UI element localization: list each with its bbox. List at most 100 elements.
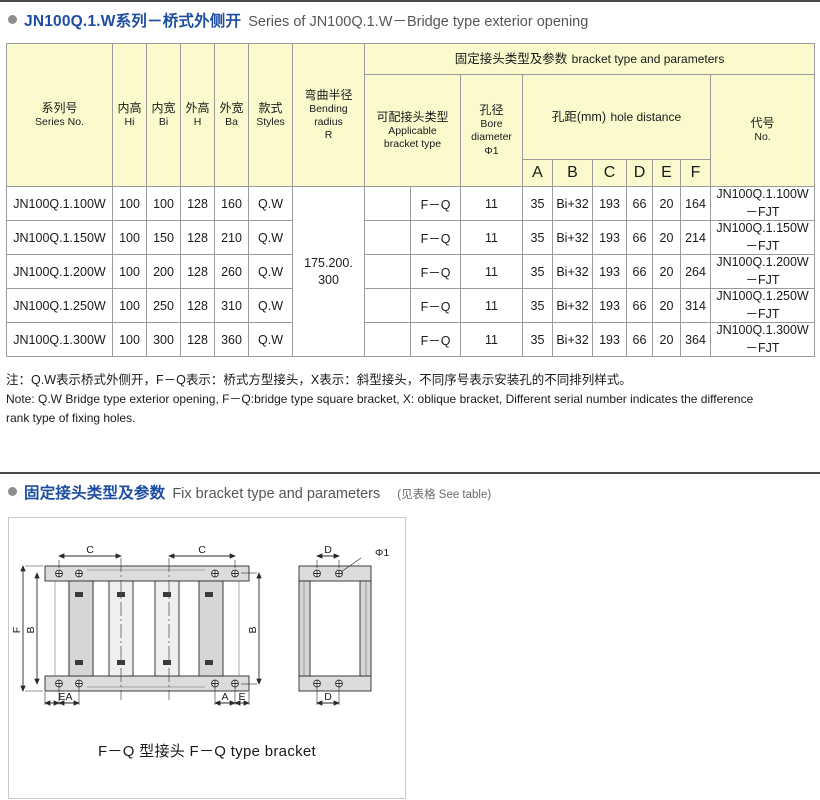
col-sub-d: D bbox=[626, 159, 653, 187]
cell-b: Bi+32 bbox=[552, 220, 593, 255]
group-header-bracket-en: bracket type and parameters bbox=[571, 52, 725, 66]
dim-label-a-left: A bbox=[65, 691, 72, 703]
col-sub-b: B bbox=[552, 159, 593, 187]
cell-a: 35 bbox=[522, 186, 553, 221]
cell-bracket: F－Q bbox=[410, 254, 461, 289]
cell-f: 364 bbox=[680, 322, 711, 357]
cell-d: 66 bbox=[626, 220, 653, 255]
col-bending-radius-en1: Bending bbox=[309, 102, 348, 115]
cell-b: Bi+32 bbox=[552, 186, 593, 221]
cell-applicable-blank bbox=[364, 288, 411, 323]
cell-ba: 210 bbox=[214, 220, 249, 255]
section-title-en: Series of JN100Q.1.W－Bridge type exterio… bbox=[248, 14, 589, 30]
col-sub-e: E bbox=[652, 159, 681, 187]
cell-bore: 11 bbox=[460, 288, 523, 323]
section-title-cn: JN100Q.1.W系列－桥式外侧开 bbox=[24, 13, 242, 30]
cell-code: JN100Q.1.200W－FJT bbox=[709, 254, 816, 289]
cell-bi: 250 bbox=[146, 288, 181, 323]
cell-styles: Q.W bbox=[248, 322, 293, 357]
col-hi-en: Hi bbox=[124, 115, 135, 128]
cell-series: JN100Q.1.100W bbox=[6, 186, 113, 221]
col-styles: 款式 Styles bbox=[248, 43, 293, 187]
cell-h: 128 bbox=[180, 220, 215, 255]
drawing-caption: F－Q 型接头 F－Q type bracket bbox=[97, 742, 317, 760]
cell-code: JN100Q.1.250W－FJT bbox=[709, 288, 816, 323]
cell-bracket: F－Q bbox=[410, 186, 461, 221]
cell-bi: 100 bbox=[146, 186, 181, 221]
col-styles-cn: 款式 bbox=[258, 100, 283, 115]
group-header-bracket: 固定接头类型及参数 bracket type and parameters bbox=[363, 43, 816, 75]
col-bending-radius: 弯曲半径 Bending radius R bbox=[292, 43, 365, 187]
col-h-cn: 外高 bbox=[185, 100, 210, 115]
col-bending-radius-en2: radius bbox=[314, 115, 343, 128]
group-header-bracket-cn: 固定接头类型及参数 bbox=[454, 52, 568, 66]
bracket-technical-drawing: C C E A A E D D Φ1 F B B bbox=[11, 544, 389, 706]
col-hole-distance-cn: 孔距(mm) bbox=[551, 110, 606, 124]
col-hole-distance-group: 孔距(mm) hole distance bbox=[522, 74, 711, 160]
dim-label-c-left: C bbox=[86, 544, 94, 556]
cell-e: 20 bbox=[652, 254, 681, 289]
table-row: JN100Q.1.300W 100 300 128 360 Q.W F－Q 11… bbox=[6, 322, 816, 357]
cell-applicable-blank bbox=[364, 220, 411, 255]
cell-f: 214 bbox=[680, 220, 711, 255]
col-bi-en: Bi bbox=[158, 115, 169, 128]
cell-bi: 150 bbox=[146, 220, 181, 255]
cell-a: 35 bbox=[522, 322, 553, 357]
note-line-cn: 注：Q.W表示桥式外侧开，F－Q表示：桥式方型接头，X表示：斜型接头，不同序号表… bbox=[6, 373, 632, 387]
table-row: JN100Q.1.200W 100 200 128 260 Q.W F－Q 11… bbox=[6, 254, 816, 289]
cell-b: Bi+32 bbox=[552, 322, 593, 357]
cell-bore: 11 bbox=[460, 220, 523, 255]
col-sub-f: F bbox=[680, 159, 711, 187]
col-series-no-en: Series No. bbox=[34, 115, 85, 128]
section2-see-table: (见表格 See table) bbox=[397, 488, 492, 501]
col-code-no: 代号 No. bbox=[709, 74, 816, 187]
section-heading-series: JN100Q.1.W系列－桥式外侧开 Series of JN100Q.1.W－… bbox=[0, 2, 820, 31]
cell-bi: 300 bbox=[146, 322, 181, 357]
col-bore-cn: 孔径 bbox=[479, 103, 504, 118]
cell-d: 66 bbox=[626, 254, 653, 289]
cell-applicable-blank bbox=[364, 186, 411, 221]
cell-ba: 310 bbox=[214, 288, 249, 323]
section2-title-cn: 固定接头类型及参数 bbox=[24, 484, 166, 502]
cell-bore: 11 bbox=[460, 254, 523, 289]
cell-bracket: F－Q bbox=[410, 322, 461, 357]
cell-d: 66 bbox=[626, 322, 653, 357]
cell-hi: 100 bbox=[112, 254, 147, 289]
dim-label-b-right: B bbox=[247, 626, 259, 633]
col-hi: 内高 Hi bbox=[112, 43, 147, 187]
cell-bending-radius-l2: 300 bbox=[318, 272, 339, 287]
col-hi-cn: 内高 bbox=[117, 100, 142, 115]
cell-code: JN100Q.1.300W－FJT bbox=[709, 322, 816, 357]
table-subcolumn-row: A B C D E F bbox=[7, 159, 815, 187]
cell-h: 128 bbox=[180, 322, 215, 357]
dim-label-phi: Φ1 bbox=[375, 547, 389, 559]
note-line-en-1: Note: Q.W Bridge type exterior opening, … bbox=[6, 392, 754, 407]
col-series-no: 系列号 Series No. bbox=[6, 43, 113, 187]
cell-bending-radius: 175.200. 300 bbox=[292, 186, 365, 357]
cell-c: 193 bbox=[592, 322, 627, 357]
cell-code: JN100Q.1.100W－FJT bbox=[709, 186, 816, 221]
cell-bracket: F－Q bbox=[410, 220, 461, 255]
col-applicable-bracket-type: 可配接头类型 Applicable bracket type bbox=[364, 74, 461, 187]
cell-series: JN100Q.1.150W bbox=[6, 220, 113, 255]
col-applicable-cn: 可配接头类型 bbox=[376, 109, 449, 124]
cell-bending-radius-l1: 175.200. bbox=[304, 255, 353, 270]
table-subheader-row: 可配接头类型 Applicable bracket type 孔径 Bore d… bbox=[7, 74, 816, 187]
dim-label-e-right: E bbox=[238, 691, 245, 703]
cell-bracket: F－Q bbox=[410, 288, 461, 323]
spec-table-body: JN100Q.1.100W 100 100 128 160 Q.W 175.20… bbox=[6, 186, 816, 357]
dim-label-e-left: E bbox=[58, 691, 65, 703]
cell-e: 20 bbox=[652, 288, 681, 323]
section-heading-bracket: 固定接头类型及参数 Fix bracket type and parameter… bbox=[0, 474, 820, 503]
section2-title-en: Fix bracket type and parameters bbox=[172, 485, 381, 502]
cell-f: 164 bbox=[680, 186, 711, 221]
cell-h: 128 bbox=[180, 288, 215, 323]
cell-hi: 100 bbox=[112, 186, 147, 221]
cell-series: JN100Q.1.200W bbox=[6, 254, 113, 289]
cell-styles: Q.W bbox=[248, 186, 293, 221]
cell-d: 66 bbox=[626, 288, 653, 323]
cell-ba: 260 bbox=[214, 254, 249, 289]
cell-bore: 11 bbox=[460, 322, 523, 357]
dim-label-a-right: A bbox=[221, 691, 228, 703]
cell-f: 264 bbox=[680, 254, 711, 289]
